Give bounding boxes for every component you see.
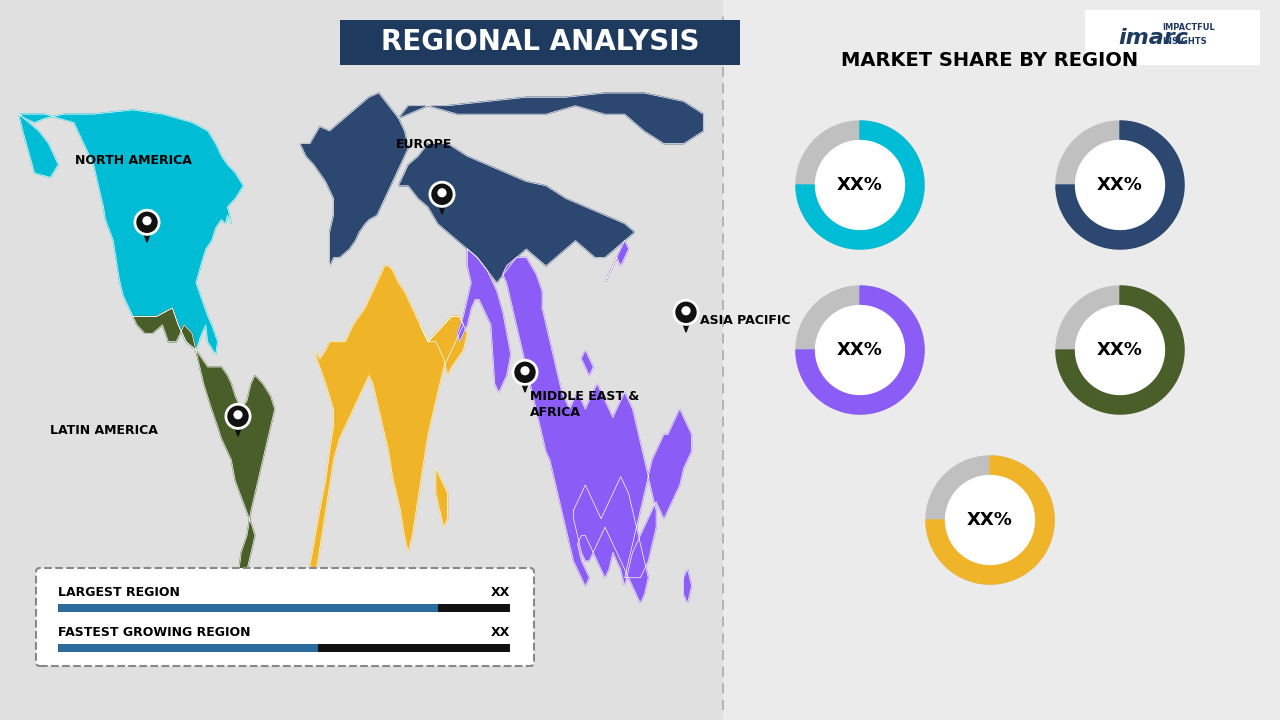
Circle shape: [673, 300, 698, 325]
Polygon shape: [1056, 286, 1184, 414]
Polygon shape: [684, 570, 691, 603]
Text: XX: XX: [490, 585, 509, 598]
Polygon shape: [815, 140, 905, 230]
Text: imarc: imarc: [1117, 28, 1188, 48]
Circle shape: [430, 182, 454, 207]
Text: MARKET SHARE BY REGION: MARKET SHARE BY REGION: [841, 50, 1139, 70]
Circle shape: [134, 210, 159, 235]
Polygon shape: [518, 372, 532, 392]
Polygon shape: [796, 121, 924, 249]
Bar: [438, 604, 509, 612]
Polygon shape: [678, 312, 692, 332]
Text: XX%: XX%: [1097, 176, 1143, 194]
Circle shape: [521, 366, 530, 375]
Text: INSIGHTS: INSIGHTS: [1162, 37, 1207, 47]
FancyBboxPatch shape: [36, 568, 534, 666]
Polygon shape: [581, 350, 593, 375]
Text: EUROPE: EUROPE: [396, 138, 452, 151]
Polygon shape: [796, 286, 924, 414]
Circle shape: [438, 188, 447, 197]
Polygon shape: [1056, 121, 1184, 249]
Polygon shape: [1075, 305, 1165, 395]
Polygon shape: [19, 110, 243, 354]
Text: XX: XX: [490, 626, 509, 639]
Text: ASIA PACIFIC: ASIA PACIFIC: [700, 313, 791, 326]
Text: NORTH AMERICA: NORTH AMERICA: [76, 153, 192, 166]
Polygon shape: [457, 249, 511, 392]
Text: REGIONAL ANALYSIS: REGIONAL ANALYSIS: [380, 29, 699, 56]
Polygon shape: [310, 266, 463, 577]
Text: XX%: XX%: [968, 511, 1012, 529]
Polygon shape: [925, 456, 1053, 584]
Text: XX%: XX%: [1097, 341, 1143, 359]
Polygon shape: [301, 93, 408, 266]
Text: XX%: XX%: [837, 176, 883, 194]
Text: IMPACTFUL: IMPACTFUL: [1162, 24, 1215, 32]
Polygon shape: [140, 222, 154, 242]
Polygon shape: [1075, 140, 1165, 230]
Circle shape: [142, 216, 151, 225]
Polygon shape: [815, 305, 905, 395]
Bar: [723, 0, 1280, 720]
Polygon shape: [796, 286, 924, 414]
Polygon shape: [605, 240, 628, 283]
Text: XX%: XX%: [837, 341, 883, 359]
Polygon shape: [1056, 121, 1184, 249]
Polygon shape: [1056, 286, 1184, 414]
Bar: [317, 644, 509, 652]
Polygon shape: [503, 258, 691, 586]
Polygon shape: [398, 93, 703, 144]
Text: LATIN AMERICA: LATIN AMERICA: [50, 423, 157, 436]
Polygon shape: [420, 316, 467, 375]
Polygon shape: [398, 144, 635, 283]
Polygon shape: [435, 194, 449, 214]
Bar: [1085, 10, 1260, 65]
Text: FASTEST GROWING REGION: FASTEST GROWING REGION: [58, 626, 251, 639]
Circle shape: [225, 404, 250, 428]
Circle shape: [233, 410, 243, 419]
Text: LARGEST REGION: LARGEST REGION: [58, 585, 180, 598]
Polygon shape: [436, 468, 448, 527]
Text: MIDDLE EAST &
AFRICA: MIDDLE EAST & AFRICA: [530, 390, 639, 420]
Bar: [58, 604, 438, 612]
Polygon shape: [925, 456, 1053, 584]
Circle shape: [681, 306, 691, 315]
Polygon shape: [946, 475, 1034, 564]
Polygon shape: [573, 477, 648, 603]
Circle shape: [513, 360, 538, 384]
Polygon shape: [133, 308, 275, 649]
Bar: [340, 20, 740, 65]
Polygon shape: [19, 114, 59, 177]
Bar: [58, 644, 317, 652]
Polygon shape: [230, 416, 244, 436]
Polygon shape: [796, 121, 924, 249]
